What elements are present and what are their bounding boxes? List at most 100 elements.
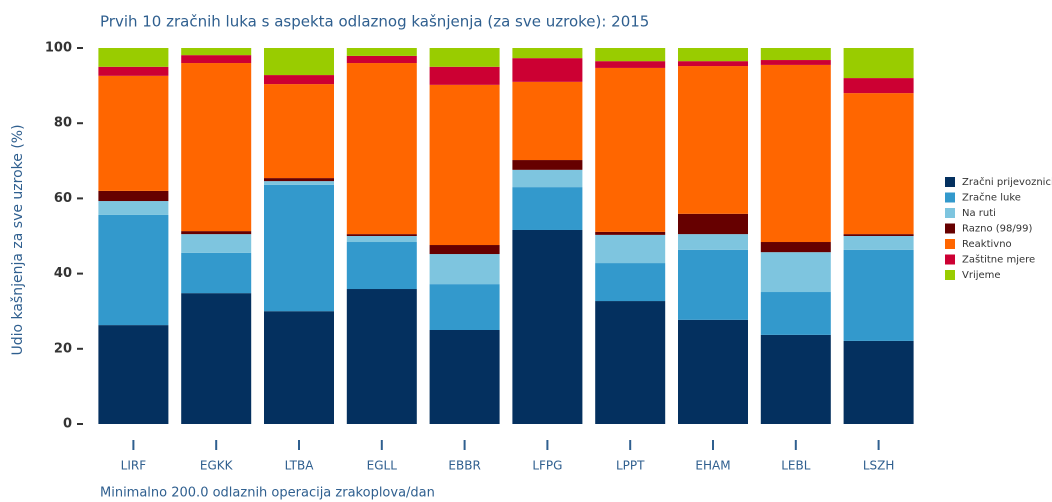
legend-swatch [945,192,955,203]
bar-segment [843,78,914,94]
bar-segment [760,292,831,335]
bar-segment [181,63,252,232]
bar-segment [98,48,169,67]
bar-segment [181,252,252,294]
bar-segment [429,330,500,424]
bar-segment [595,61,666,68]
bar-segment [429,254,500,285]
legend-swatch [945,208,955,218]
bar-segment [181,231,252,235]
x-tick-label: LTBA [285,459,315,473]
bar-segment [678,234,748,250]
bar-segment [512,81,583,161]
bar-segment [346,48,417,56]
bar-segment [595,231,666,235]
bar-segment [760,252,831,293]
bar-segment [264,178,334,182]
legend-label: Vrijeme [962,270,1001,281]
bar-segment [595,301,666,424]
bar-segment [264,84,334,179]
bar-segment [760,60,831,65]
chart-title: Prvih 10 zračnih luka s aspekta odlaznog… [100,13,649,31]
bar-segment [429,48,500,67]
bar-segment [512,169,583,188]
y-tick-label: 80 [54,116,72,131]
bar-segment [843,249,914,341]
legend-swatch [945,254,955,265]
bar-segment [429,245,500,255]
legend-swatch [945,270,955,280]
bar-segment [678,48,748,62]
x-tick-label: EBBR [448,459,480,473]
bar-segment [512,48,583,59]
bar-segment [264,184,334,312]
bar-segment [346,236,417,243]
legend-label: Zaštitne mjere [962,254,1035,266]
bar-segment [595,234,666,264]
annotation: Minimalno 200.0 odlaznih operacija zrako… [100,486,435,501]
bar-segment [678,61,748,67]
bar-segment [346,234,417,236]
bar-segment [760,64,831,243]
y-tick-label: 100 [45,41,72,56]
legend-label: Zračne luke [962,192,1021,204]
legend-swatch [945,223,955,234]
bar-segment [595,48,666,62]
x-tick-label: LIRF [121,459,147,473]
bar-segment [512,160,583,170]
bar-segment [429,84,500,246]
bar-segment [843,234,914,236]
bar-segment [181,293,252,424]
y-tick-label: 0 [63,417,72,432]
bar-segment [346,289,417,424]
bar-segment [429,66,500,85]
x-tick-label: LEBL [781,459,811,473]
bar-segment [678,213,748,235]
y-axis-label: Udio kašnjenja za sve uzroke (%) [10,124,26,355]
bar-segment [346,55,417,64]
x-tick-label: EHAM [695,459,730,473]
bar-segment [98,214,169,326]
bar-segment [760,334,831,424]
x-tick-label: LPPT [616,459,645,473]
legend-label: Reaktivno [962,239,1012,250]
bar-segment [512,229,583,424]
bar-segment [181,48,252,56]
bar-segment [512,58,583,82]
bar-segment [181,234,252,253]
bar-segment [760,242,831,253]
legend-label: Zračni prijevoznici [962,176,1052,188]
legend-label: Na ruti [962,208,996,219]
bar-segment [760,48,831,61]
bar-segment [843,340,914,424]
bar-segment [98,325,169,424]
legend-swatch [945,239,955,249]
bar-segment [843,93,914,235]
bar-segment [181,55,252,64]
legend-swatch [945,177,955,187]
legend-label: Razno (98/99) [962,224,1032,235]
bar-segment [346,63,417,235]
bar-segment [264,311,334,424]
bar-segment [98,75,169,191]
x-tick-label: LSZH [863,459,895,473]
bar-segment [264,181,334,185]
y-tick-label: 60 [54,191,72,206]
bar-segment [98,201,169,215]
bar-segment [678,249,748,320]
x-tick-label: EGKK [200,459,234,473]
bar-segment [98,66,169,76]
bar-segment [678,319,748,424]
bar-segment [843,236,914,250]
x-tick-label: LFPG [532,459,562,473]
bar-segment [595,67,666,232]
bar-segment [264,48,334,76]
bar-segment [264,75,334,85]
bar-segment [429,284,500,330]
bar-segment [512,187,583,230]
bar-segment [595,263,666,302]
y-tick-label: 20 [54,341,72,356]
y-tick-label: 40 [54,266,72,281]
bar-segment [98,190,169,202]
